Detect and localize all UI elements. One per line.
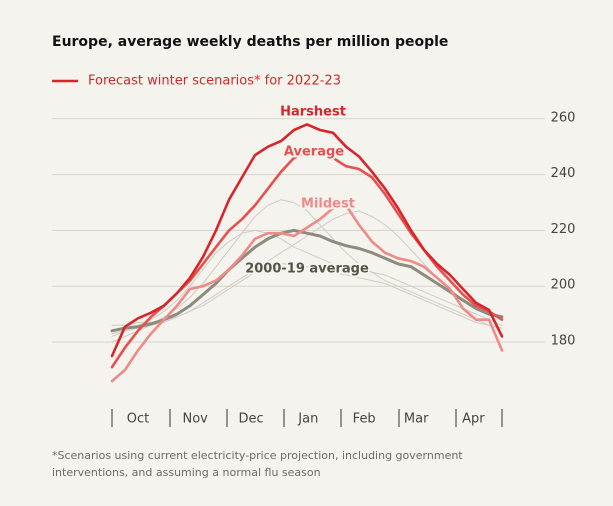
- series-line: [110, 123, 504, 358]
- y-tick-label: 220: [551, 222, 576, 237]
- x-tick-label: Oct: [127, 412, 149, 427]
- footnote: *Scenarios using current electricity-pri…: [52, 449, 463, 479]
- y-tick-label: 200: [551, 278, 576, 293]
- series-line: [110, 204, 504, 383]
- chart-title: Europe, average weekly deaths per millio…: [52, 34, 448, 50]
- x-tick-label: Apr: [462, 412, 485, 427]
- history-line: [111, 199, 503, 343]
- x-tick-label: Dec: [239, 412, 264, 427]
- series-label: 2000-19 average: [245, 262, 369, 277]
- x-tick-label: Nov: [183, 412, 209, 427]
- legend-label: Forecast winter scenarios* for 2022-23: [88, 74, 341, 89]
- x-tick-label: Mar: [404, 412, 429, 427]
- y-tick-label: 240: [551, 166, 576, 181]
- series-label: Harshest: [280, 105, 346, 120]
- history-line: [111, 229, 503, 337]
- chart: Europe, average weekly deaths per millio…: [52, 34, 576, 427]
- x-tick-label: Feb: [353, 412, 376, 427]
- series-line: [110, 228, 504, 333]
- y-tick-label: 260: [551, 110, 576, 125]
- y-tick-label: 180: [551, 334, 576, 349]
- x-tick-label: Jan: [297, 412, 318, 427]
- series-label: Mildest: [301, 197, 355, 212]
- history-line: [111, 263, 503, 329]
- x-separators: [111, 409, 503, 427]
- series-label: Average: [284, 145, 344, 160]
- series-line: [110, 151, 504, 369]
